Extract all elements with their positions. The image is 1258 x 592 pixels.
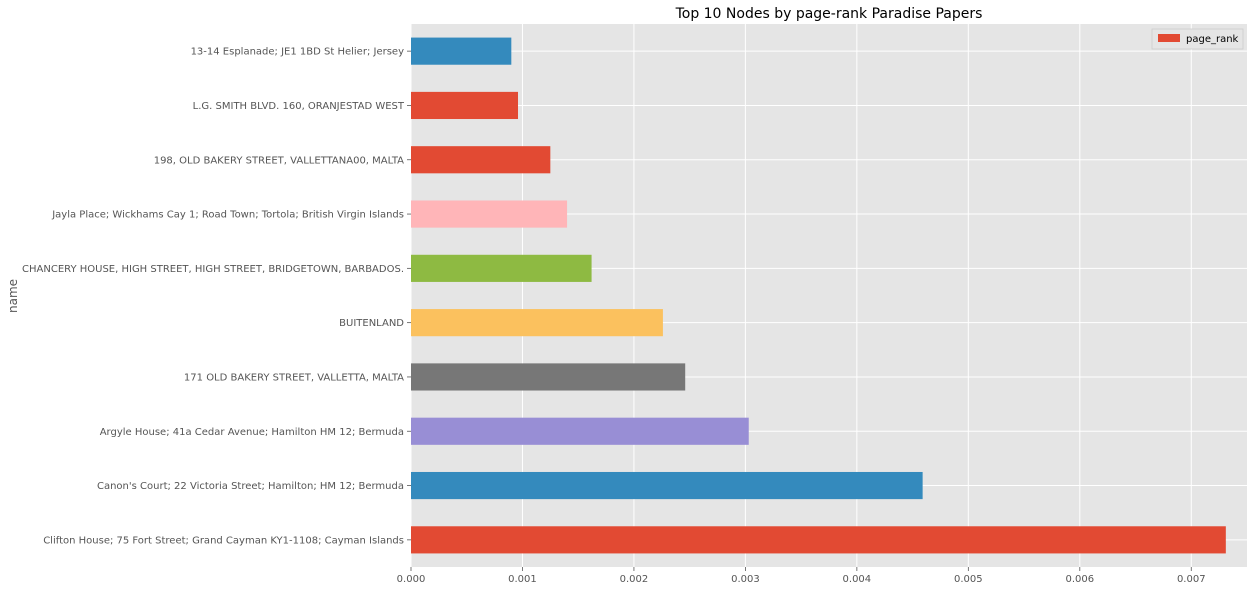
- bars: [411, 37, 1226, 554]
- bar: [411, 417, 749, 445]
- y-tick-label: 171 OLD BAKERY STREET, VALLETTA, MALTA: [184, 372, 404, 383]
- x-tick-label: 0.007: [1177, 574, 1206, 585]
- x-tick-label: 0.003: [731, 574, 760, 585]
- bar: [411, 471, 923, 500]
- y-tick-label: CHANCERY HOUSE, HIGH STREET, HIGH STREET…: [22, 264, 404, 275]
- y-tick-label: BUITENLAND: [339, 318, 404, 329]
- bar: [411, 309, 663, 337]
- chart-title: Top 10 Nodes by page-rank Paradise Paper…: [675, 6, 983, 22]
- x-tick-label: 0.001: [508, 574, 537, 585]
- y-tick-label: 13-14 Esplanade; JE1 1BD St Helier; Jers…: [191, 47, 405, 58]
- x-tick-label: 0.004: [843, 574, 872, 585]
- bar: [411, 91, 519, 120]
- y-tick-label: Jayla Place; Wickhams Cay 1; Road Town; …: [51, 210, 404, 221]
- x-tick-label: 0.002: [620, 574, 649, 585]
- bar: [411, 200, 568, 228]
- legend-swatch: [1158, 34, 1180, 42]
- bar: [411, 363, 686, 391]
- bar: [411, 146, 551, 174]
- x-tick-label: 0.005: [954, 574, 983, 585]
- y-tick-label: Clifton House; 75 Fort Street; Grand Cay…: [43, 535, 404, 546]
- y-tick-label: 198, OLD BAKERY STREET, VALLETTANA00, MA…: [154, 155, 404, 166]
- y-tick-label: Canon's Court; 22 Victoria Street; Hamil…: [97, 481, 404, 492]
- y-tick-labels: Clifton House; 75 Fort Street; Grand Cay…: [22, 47, 411, 546]
- x-tick-label: 0.006: [1065, 574, 1094, 585]
- bar: [411, 526, 1226, 554]
- legend: page_rank: [1151, 28, 1244, 50]
- bar: [411, 37, 512, 65]
- y-tick-label: L.G. SMITH BLVD. 160, ORANJESTAD WEST: [193, 101, 405, 112]
- y-tick-label: Argyle House; 41a Cedar Avenue; Hamilton…: [100, 427, 404, 438]
- bar: [411, 254, 592, 282]
- x-tick-label: 0.000: [397, 574, 426, 585]
- x-tick-labels: 0.000 0.001 0.002 0.003 0.004 0.005 0.006 0.007: [397, 567, 1206, 585]
- legend-label: page_rank: [1186, 34, 1239, 45]
- y-axis-label: name: [6, 279, 20, 313]
